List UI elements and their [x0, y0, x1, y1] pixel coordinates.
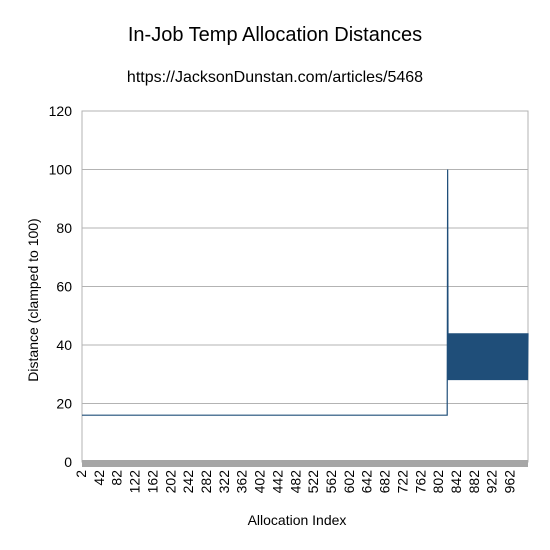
y-tick-label: 100: [49, 162, 73, 178]
series-line: [82, 169, 529, 416]
x-tick-label: 722: [394, 470, 410, 494]
y-tick-label: 80: [56, 220, 72, 236]
x-tick-label: 922: [484, 470, 500, 494]
x-tick-label: 802: [430, 470, 446, 494]
chart-title: In-Job Temp Allocation Distances: [128, 24, 422, 46]
x-tick-label: 522: [305, 470, 321, 494]
y-tick-label: 40: [56, 337, 72, 353]
x-tick-label: 682: [377, 470, 393, 494]
x-tick-label: 442: [269, 470, 285, 494]
x-tick-label: 762: [412, 470, 428, 494]
x-tick-label: 242: [180, 470, 196, 494]
y-axis-ticks: 0 20 40 60 80 100 120: [49, 103, 73, 470]
y-tick-label: 120: [49, 103, 73, 119]
x-axis-bar: [82, 460, 528, 467]
x-tick-label: 642: [359, 470, 375, 494]
x-tick-label: 402: [252, 470, 268, 494]
x-tick-label: 842: [448, 470, 464, 494]
x-tick-label: 82: [109, 470, 125, 486]
x-axis-ticks: 2 42 82 122 162 202 242 282 322 362 402 442 482 522 56…: [73, 470, 518, 494]
x-tick-label: 202: [162, 470, 178, 494]
x-tick-label: 562: [323, 470, 339, 494]
y-tick-label: 20: [56, 396, 72, 412]
x-tick-label: 2: [73, 470, 89, 478]
x-tick-label: 122: [127, 470, 143, 494]
x-tick-label: 602: [341, 470, 357, 494]
x-tick-label: 282: [198, 470, 214, 494]
y-tick-label: 0: [64, 454, 72, 470]
x-axis-label: Allocation Index: [248, 512, 347, 528]
chart-subtitle: https://JacksonDunstan.com/articles/5468: [127, 69, 423, 86]
x-tick-label: 482: [287, 470, 303, 494]
x-tick-label: 362: [234, 470, 250, 494]
y-axis-label: Distance (clamped to 100): [25, 218, 41, 381]
x-tick-label: 322: [216, 470, 232, 494]
x-tick-label: 162: [144, 470, 160, 494]
x-tick-label: 882: [466, 470, 482, 494]
x-tick-label: 962: [502, 470, 518, 494]
series-path: [82, 169, 529, 416]
y-tick-label: 60: [56, 279, 72, 295]
x-tick-label: 42: [91, 470, 107, 486]
